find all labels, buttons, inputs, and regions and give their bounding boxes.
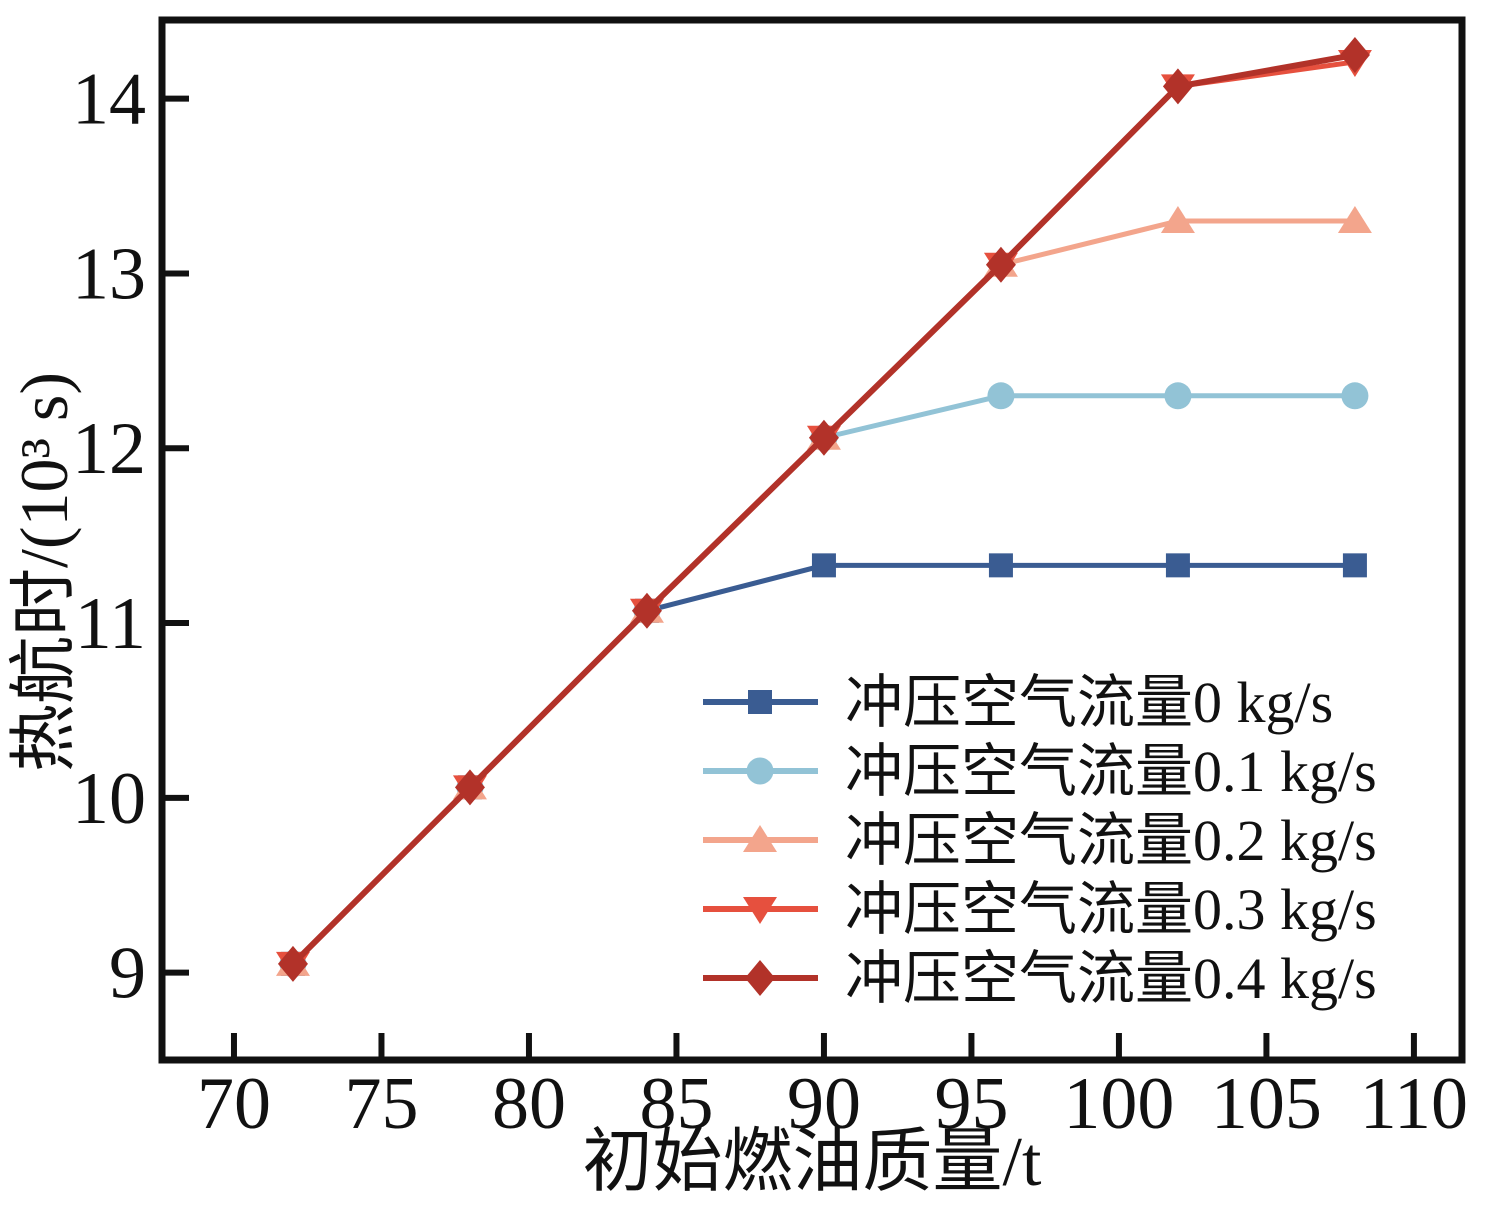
marker-triangle-up: [1160, 206, 1195, 234]
x-tick-label: 110: [1360, 1063, 1468, 1145]
marker-diamond: [631, 592, 662, 629]
y-tick-label: 9: [109, 933, 146, 1015]
marker-square: [988, 553, 1013, 578]
marker-triangle-down: [743, 897, 777, 924]
x-tick-label: 80: [492, 1063, 566, 1145]
marker-diamond: [745, 960, 775, 996]
y-tick-label: 11: [75, 583, 146, 665]
legend-item: 冲压空气流量0.3 kg/s: [703, 877, 1377, 942]
legend-item: 冲压空气流量0 kg/s: [703, 670, 1333, 735]
marker-square: [1165, 553, 1190, 578]
marker-triangle-up: [743, 825, 777, 852]
x-tick-label: 100: [1063, 1063, 1174, 1145]
tick-labels: 70 75 80 85 90 95 100 105 110 9 10 11 12 13 14: [72, 59, 1468, 1145]
marker-circle: [1164, 382, 1192, 410]
legend-item: 冲压空气流量0.1 kg/s: [703, 739, 1377, 804]
x-tick-label: 90: [787, 1063, 861, 1145]
x-tick-label: 85: [639, 1063, 713, 1145]
legend-label: 冲压空气流量0.4 kg/s: [845, 946, 1377, 1011]
marker-diamond: [808, 419, 839, 456]
marker-diamond: [277, 945, 308, 982]
y-tick-label: 14: [72, 59, 146, 141]
x-tick-label: 75: [344, 1063, 418, 1145]
axis-ticks: [164, 95, 1417, 1058]
marker-circle: [987, 382, 1015, 410]
marker-diamond: [1162, 68, 1193, 105]
plot-frame: [158, 16, 1466, 1064]
y-tick-label: 12: [72, 408, 146, 490]
y-tick-label: 10: [72, 758, 146, 840]
marker-circle: [1341, 382, 1369, 410]
marker-square: [748, 690, 772, 714]
marker-diamond: [1339, 36, 1370, 73]
marker-square: [1342, 553, 1367, 578]
marker-diamond: [985, 246, 1016, 283]
marker-circle: [746, 757, 774, 785]
legend-label: 冲压空气流量0.3 kg/s: [845, 877, 1377, 942]
legend-item: 冲压空气流量0.2 kg/s: [703, 808, 1377, 873]
y-tick-label: 13: [72, 233, 146, 315]
marker-diamond: [454, 769, 485, 806]
x-tick-label: 105: [1211, 1063, 1322, 1145]
y-axis-label: 热航时/(10³ s): [6, 371, 82, 773]
legend-label: 冲压空气流量0.2 kg/s: [845, 808, 1377, 873]
legend-label: 冲压空气流量0.1 kg/s: [845, 739, 1377, 804]
legend-item: 冲压空气流量0.4 kg/s: [703, 946, 1377, 1011]
x-tick-label: 95: [934, 1063, 1008, 1145]
x-tick-label: 70: [197, 1063, 271, 1145]
series-4: [277, 36, 1370, 982]
x-axis-label: 初始燃油质量/t: [582, 1124, 1042, 1201]
marker-triangle-up: [1337, 206, 1372, 234]
marker-square: [811, 553, 836, 578]
legend-label: 冲压空气流量0 kg/s: [845, 670, 1333, 735]
